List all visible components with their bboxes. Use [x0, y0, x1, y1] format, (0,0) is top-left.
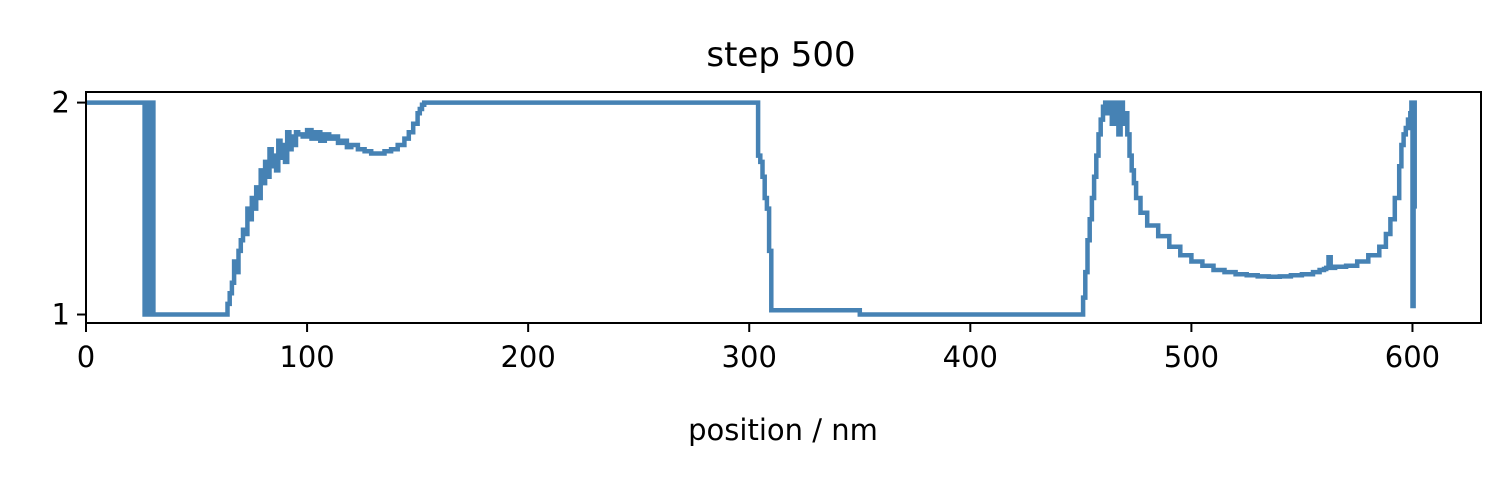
- plot-frame: [85, 91, 1482, 324]
- chart-title: step 500: [706, 35, 855, 75]
- x-axis: 0 100 200 300 400 500 600: [77, 323, 1440, 374]
- x-tick-label: 600: [1385, 340, 1440, 374]
- x-tick-label: 300: [722, 340, 777, 374]
- x-tick-label: 400: [943, 340, 998, 374]
- x-tick-label: 100: [279, 340, 334, 374]
- x-tick-label: 0: [77, 340, 95, 374]
- x-axis-label: position / nm: [688, 413, 878, 447]
- plot-area: [86, 100, 1417, 317]
- y-tick-label: 1: [52, 298, 70, 332]
- series-line: [86, 100, 1417, 317]
- y-axis: 12: [52, 86, 86, 332]
- x-tick-label: 200: [500, 340, 555, 374]
- x-tick-label: 500: [1164, 340, 1219, 374]
- y-tick-label: 2: [52, 86, 70, 120]
